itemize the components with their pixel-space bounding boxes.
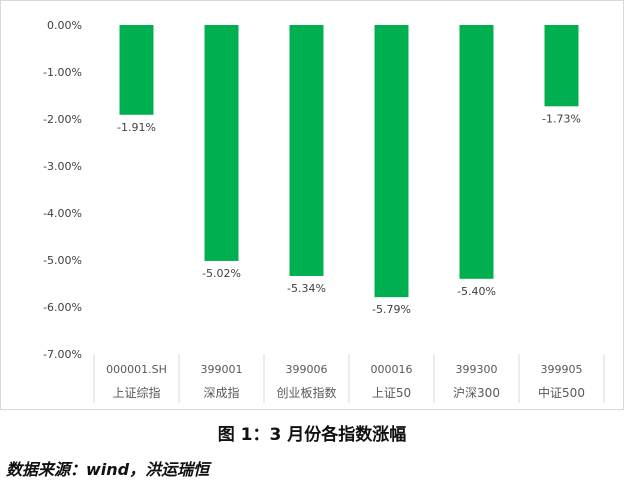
y-tick-label: -3.00% [43,160,82,173]
x-tick-name: 中证500 [538,385,585,400]
data-label: -5.02% [202,267,241,280]
x-tick-code: 399300 [456,363,498,376]
bar [459,25,494,279]
bar [289,25,324,276]
data-label: -1.73% [542,112,581,125]
bar [119,25,154,115]
x-tick-name: 创业板指数 [276,385,336,400]
y-tick-label: -5.00% [43,254,82,267]
data-label: -5.79% [372,303,411,316]
x-tick-code: 000016 [371,363,413,376]
data-label: -5.40% [457,285,496,298]
bar-chart: 0.00% -1.00% -2.00% -3.00% -4.00% -5.00% -6.00… [43,19,605,403]
figure-caption: 图 1：3 月份各指数涨幅 [217,425,407,445]
x-tick-name: 深成指 [203,385,239,400]
x-tick-code: 000001.SH [106,363,167,376]
bar [204,25,239,261]
y-tick-label: -7.00% [43,348,82,361]
x-tick-code: 399905 [541,363,583,376]
y-tick-label: 0.00% [47,19,82,32]
x-tick-name: 沪深300 [453,386,500,400]
data-label: -1.91% [117,121,156,134]
x-tick-name: 上证综指 [112,385,160,400]
data-source: 数据来源：wind，洪运瑞恒 [6,460,210,479]
y-tick-label: -4.00% [43,207,82,220]
x-tick-name: 上证50 [372,386,411,400]
y-tick-label: -6.00% [43,301,82,314]
y-tick-label: -1.00% [43,66,82,79]
bar [374,25,409,298]
data-label: -5.34% [287,282,326,295]
y-tick-label: -2.00% [43,113,82,126]
x-tick-code: 399001 [201,363,243,376]
chart-frame: 0.00% -1.00% -2.00% -3.00% -4.00% -5.00% -6.00… [0,0,624,410]
x-tick-code: 399006 [286,363,328,376]
bar [544,25,579,107]
